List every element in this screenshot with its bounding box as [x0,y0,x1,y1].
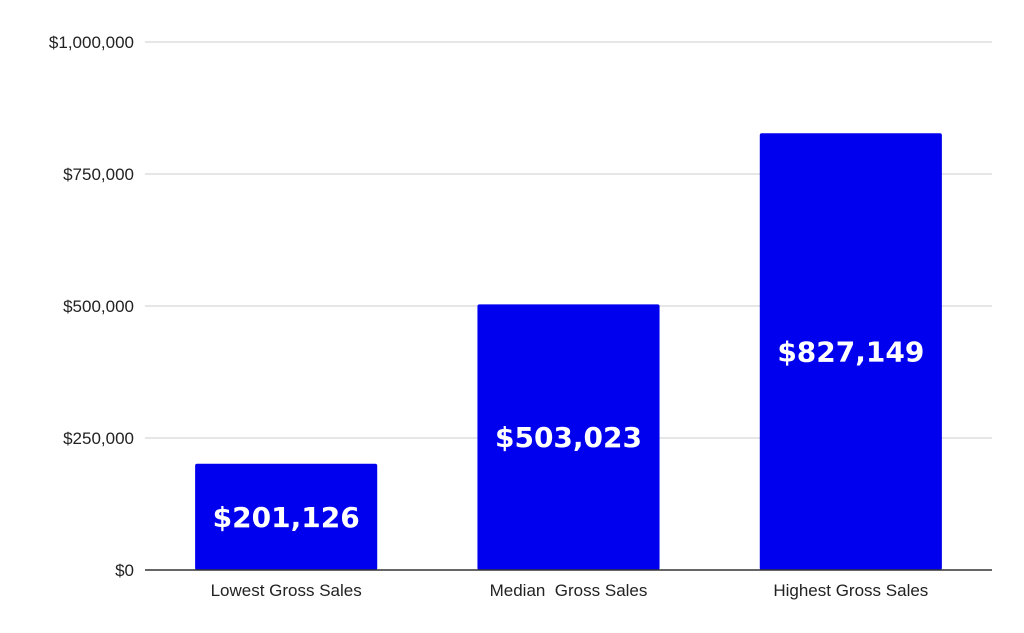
y-tick-label: $750,000 [63,165,134,184]
bars [195,133,942,571]
y-tick-label: $1,000,000 [49,33,134,52]
bar [477,304,660,570]
y-tick-label: $250,000 [63,429,134,448]
y-axis-tick-labels: $0 $250,000 $500,000 $750,000 $1,000,000 [49,33,134,580]
x-category-label: Lowest Gross Sales [211,581,362,600]
x-category-label: Median Gross Sales [490,581,648,600]
bar-data-label: $827,149 [777,336,924,369]
bar-data-label: $201,126 [213,501,360,534]
data-labels: $201,126 $503,023 $827,149 [213,336,925,534]
y-tick-label: $0 [115,561,134,580]
bar-data-label: $503,023 [495,421,642,454]
y-tick-label: $500,000 [63,297,134,316]
bar [759,133,942,571]
bar [195,463,378,570]
x-category-label: Highest Gross Sales [773,581,928,600]
x-axis-category-labels: Lowest Gross Sales Median Gross Sales High… [211,581,929,600]
